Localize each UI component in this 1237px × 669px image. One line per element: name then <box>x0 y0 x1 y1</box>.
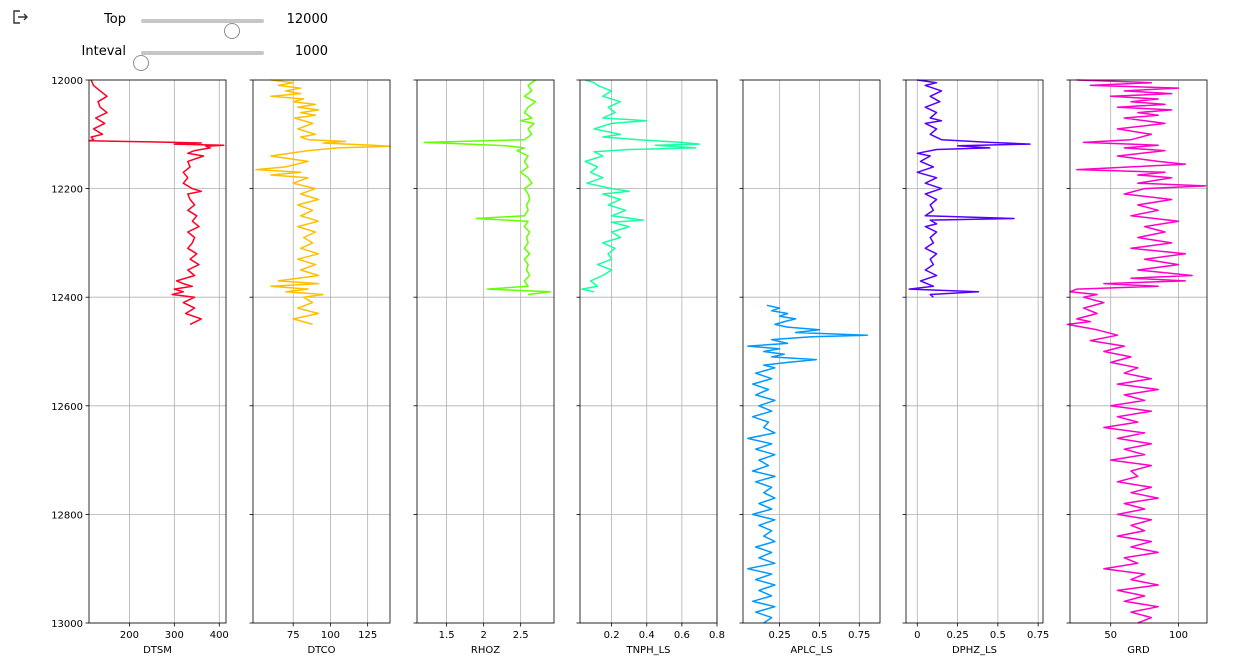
x-tick-label: 0 <box>914 630 920 641</box>
x-tick-label: 0.8 <box>709 630 725 641</box>
curve-dtco <box>255 79 391 326</box>
x-tick-label: 0.2 <box>604 630 620 641</box>
interval-slider-value: 1000 <box>294 44 328 59</box>
track-frame <box>252 79 391 624</box>
x-tick-label: 100 <box>321 630 340 641</box>
y-tick-label: 12200 <box>51 185 83 196</box>
top-slider-label: Top <box>104 12 126 27</box>
track-frame <box>742 79 881 624</box>
x-tick-label: 0.75 <box>1027 630 1049 641</box>
track-frame <box>1069 79 1208 624</box>
track-grd: 50 100 GRD <box>1066 79 1208 656</box>
x-tick-label: 0.75 <box>848 630 870 641</box>
interval-slider-track[interactable] <box>133 51 264 71</box>
output-toggle-icon[interactable] <box>11 8 31 28</box>
x-axis-label: TNPH_LS <box>625 645 670 656</box>
x-tick-label: 50 <box>1104 630 1117 641</box>
x-axis-label: DPHZ_LS <box>952 645 997 656</box>
x-tick-label: 2 <box>480 630 486 641</box>
x-tick-label: 1.5 <box>439 630 455 641</box>
track-aplc-ls: 0.25 0.5 0.75 APLC_LS <box>739 79 881 656</box>
curve-rhoz <box>423 79 552 296</box>
track-frame <box>579 79 718 624</box>
track-tnph-ls: 0.2 0.4 0.6 0.8 TNPH_LS <box>576 79 725 656</box>
track-rhoz: 1.5 2 2.5 RHOZ <box>413 79 555 656</box>
x-tick-label: 0.4 <box>639 630 655 641</box>
x-axis-label: APLC_LS <box>790 645 832 656</box>
y-tick-label: 12400 <box>51 293 83 304</box>
top-slider-row: Top 12000 <box>0 9 360 39</box>
top-slider-track[interactable] <box>141 19 264 39</box>
y-tick-label: 12800 <box>51 510 83 521</box>
interval-slider-row: Inteval 1000 <box>0 41 360 71</box>
curve-dphz-ls <box>908 79 1031 298</box>
curve-grd <box>1066 79 1207 624</box>
x-tick-label: 0.5 <box>990 630 1006 641</box>
x-axis-label: RHOZ <box>471 645 500 656</box>
x-tick-label: 0.25 <box>769 630 791 641</box>
top-slider-handle[interactable] <box>224 23 241 39</box>
x-axis-label: DTSM <box>143 645 172 656</box>
x-tick-label: 75 <box>287 630 300 641</box>
track-frame <box>905 79 1044 624</box>
y-tick-label: 12000 <box>51 76 83 87</box>
y-tick-label: 13000 <box>51 619 83 630</box>
curve-dtsm <box>88 79 225 326</box>
x-tick-label: 0.6 <box>674 630 690 641</box>
curve-aplc-ls <box>747 304 869 624</box>
top-slider-value: 12000 <box>286 12 328 27</box>
track-frame <box>416 79 555 624</box>
curve-tnph-ls <box>581 79 701 293</box>
x-tick-label: 400 <box>210 630 229 641</box>
track-dtco: 75 100 125 DTCO <box>249 79 391 656</box>
interval-slider-handle[interactable] <box>133 55 149 71</box>
x-tick-label: 125 <box>358 630 377 641</box>
y-tick-label: 12600 <box>51 402 83 413</box>
track-frame <box>88 79 227 624</box>
x-axis-label: GRD <box>1127 645 1150 656</box>
x-tick-label: 100 <box>1169 630 1188 641</box>
track-dphz-ls: 0 0.25 0.5 0.75 DPHZ_LS <box>902 79 1049 656</box>
interval-slider-label: Inteval <box>81 44 126 59</box>
x-tick-label: 0.25 <box>946 630 968 641</box>
x-tick-label: 2.5 <box>513 630 529 641</box>
track-dtsm: 12000 12200 12400 12600 12800 13000 200 300 400 D… <box>51 76 229 656</box>
x-tick-label: 200 <box>120 630 139 641</box>
x-tick-label: 300 <box>165 630 184 641</box>
x-tick-label: 0.5 <box>812 630 828 641</box>
x-axis-label: DTCO <box>307 645 335 656</box>
